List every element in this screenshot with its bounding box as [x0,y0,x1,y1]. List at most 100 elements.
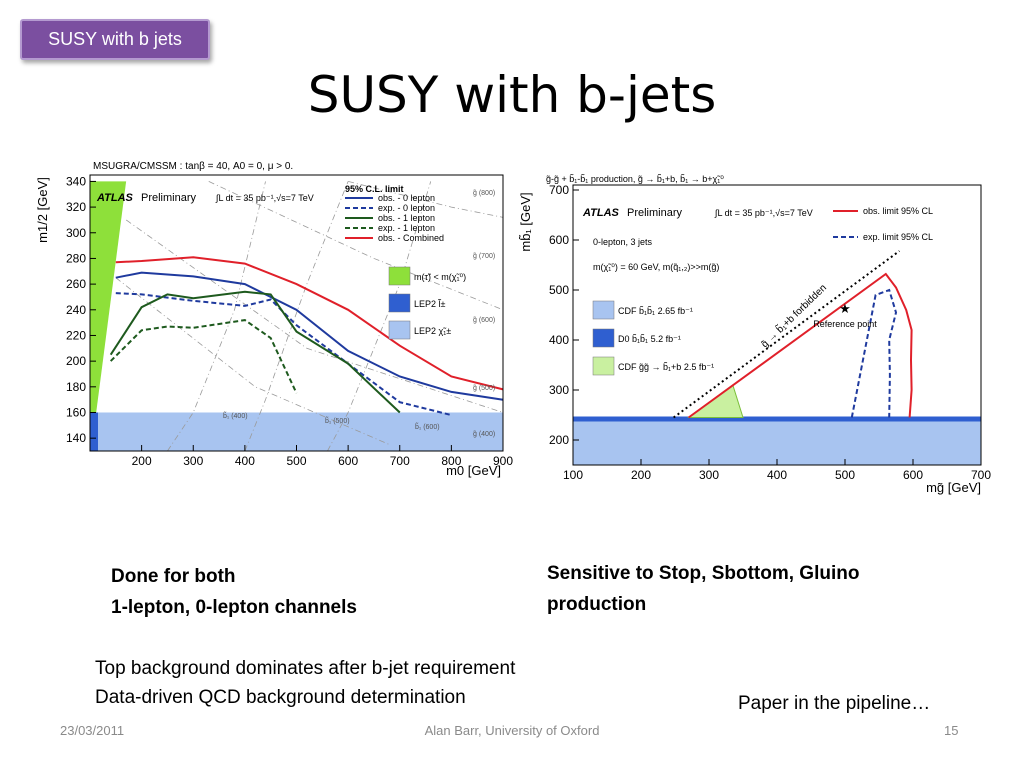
region-swatch [388,293,411,313]
y-tick-label: 600 [549,233,569,247]
body-line: Top background dominates after b-jet req… [95,658,516,679]
mass-contour-line [115,277,390,445]
mass-contour-line [167,181,266,452]
section-tag: SUSY with b jets [20,19,210,60]
lep2-slepton-region [90,412,98,451]
region-swatch [388,266,411,286]
stau-lsp-region [90,181,127,413]
x-tick-label: 600 [338,454,358,468]
series-line [673,250,900,419]
x-tick-label: 300 [699,468,719,482]
legend-label: exp. - 0 lepton [378,203,435,213]
contour-label: g̃ (500) [473,385,496,392]
contour-label: g̃ (700) [473,253,496,260]
x-tick-label: 400 [235,454,255,468]
series-line [109,319,298,394]
mass-contour-line [208,181,504,311]
region-label: CDF b̃₁b̃₁ 2.65 fb⁻¹ [618,306,693,316]
y-tick-label: 140 [66,431,86,445]
contour-label: b̃₁ (500) [325,417,350,425]
selection-note: 0-lepton, 3 jets [593,237,653,247]
x-tick-label: 700 [390,454,410,468]
atlas-label: ATLAS [96,192,134,204]
y-tick-label: 200 [549,433,569,447]
legend-label: exp. limit 95% CL [863,232,933,242]
legend-label: obs. - 1 lepton [378,213,435,223]
y-tick-label: 200 [66,354,86,368]
cdf-sbottom-region [573,419,981,465]
contour-label: g̃ (600) [473,317,496,324]
mass-note: m(χ̃₁⁰) = 60 GeV, m(q̃₁,₂)>>m(g̃) [593,262,719,272]
x-axis-label: mg̃ [GeV] [926,480,981,495]
mass-contour-line [327,181,432,452]
atlas-preliminary: Preliminary [141,192,197,204]
y-tick-label: 340 [66,174,86,188]
footer-date: 23/03/2011 [60,723,125,738]
body-line: Data-driven QCD background determination [95,687,466,708]
y-tick-label: 260 [66,277,86,291]
x-tick-label: 400 [767,468,787,482]
legend-label: obs. - Combined [378,233,444,243]
atlas-label: ATLAS [582,207,620,219]
legend-label: obs. - 0 lepton [378,193,435,203]
region-label: CDF g̃g̃ → b̃₁+b 2.5 fb⁻¹ [618,362,714,372]
y-tick-label: 220 [66,328,86,342]
contour-label: g̃ (800) [473,190,496,197]
caption-left: Done for both 1-lepton, 0-lepton channel… [111,561,357,623]
caption-right-line: Sensitive to Stop, Sbottom, Gluino [547,563,860,584]
y-tick-label: 300 [549,383,569,397]
caption-left-line: Done for both [111,566,236,587]
legend-title: 95% C.L. limit [345,184,404,194]
caption-right-line: production [547,594,647,615]
plot-header: MSUGRA/CMSSM : tanβ = 40, A0 = 0, μ > 0. [93,161,293,172]
region-label: LEP2 χ̃₁± [414,326,451,336]
legend-label: obs. limit 95% CL [863,206,933,216]
series-line [109,290,401,414]
region-swatch [592,328,615,348]
x-tick-label: 700 [971,468,991,482]
x-tick-label: 300 [183,454,203,468]
slide-title: SUSY with b-jets [307,66,717,124]
atlas-preliminary: Preliminary [627,207,683,219]
footer-author: Alan Barr, University of Oxford [424,723,600,738]
x-axis-label: m0 [GeV] [446,463,501,478]
series-line [115,256,504,391]
luminosity-label: ∫L dt = 35 pb⁻¹,√s=7 TeV [714,208,813,218]
mass-contour-line [348,181,504,218]
x-tick-label: 800 [441,454,461,468]
x-tick-label: 500 [286,454,306,468]
mass-contour-line [244,181,349,452]
series-line [115,271,504,401]
caption-left-line: 1-lepton, 0-lepton channels [111,597,357,618]
series-line [688,272,913,419]
region-label: D0 b̃₁b̃₁ 5.2 fb⁻¹ [618,334,681,344]
plot-header: g̃-g̃ + b̃₁-b̃₁ production, g̃ → b̃₁+b, … [546,174,725,184]
y-axis-label: m1/2 [GeV] [35,177,50,243]
region-label: LEP2 l̃± [414,298,446,309]
region-swatch [592,300,615,320]
caption-right: Sensitive to Stop, Sbottom, Gluino produ… [547,558,859,620]
y-tick-label: 180 [66,380,86,394]
y-tick-label: 400 [549,333,569,347]
y-tick-label: 320 [66,200,86,214]
d0-sbottom-region [573,416,981,422]
x-tick-label: 600 [903,468,923,482]
region-swatch [592,356,615,376]
region-swatch [388,320,411,340]
series-line [115,292,452,417]
mass-contour-line [125,219,504,413]
y-tick-label: 700 [549,183,569,197]
y-tick-label: 500 [549,283,569,297]
reference-point-label: Reference point [813,319,877,329]
y-tick-label: 280 [66,251,86,265]
x-tick-label: 100 [563,468,583,482]
reference-point-star: ★ [839,301,851,316]
contour-label: b̃₁ (400) [223,412,248,420]
contour-label: g̃ (400) [473,431,496,438]
left-exclusion-plot: 200 300 400 500 600 700 800 900 140 160 180 200 220 2… [35,161,513,478]
legend-label: exp. - 1 lepton [378,223,435,233]
lep2-chargino-region [90,412,503,451]
luminosity-label: ∫L dt = 35 pb⁻¹,√s=7 TeV [215,193,314,203]
body-text: Top background dominates after b-jet req… [95,654,515,712]
y-tick-label: 240 [66,303,86,317]
